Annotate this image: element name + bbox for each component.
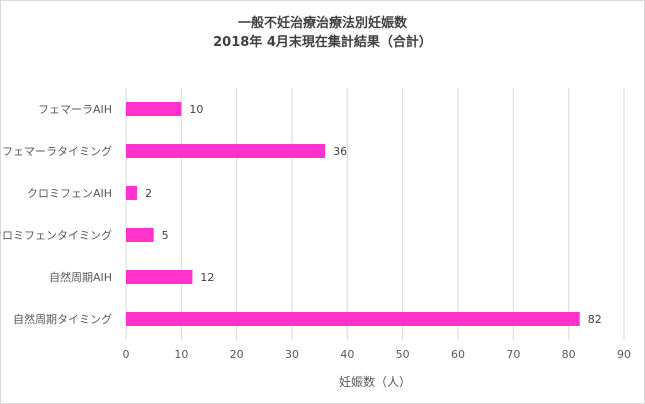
x-tick-label-30: 30 bbox=[285, 348, 299, 361]
bar-0 bbox=[126, 102, 182, 116]
bar-1 bbox=[126, 144, 326, 158]
x-tick-label-80: 80 bbox=[562, 348, 576, 361]
data-label-0: 10 bbox=[189, 103, 203, 116]
x-tick-label-70: 70 bbox=[506, 348, 520, 361]
category-label-2: クロミフェンAIH bbox=[27, 187, 112, 200]
chart-subtitle: 2018年 4月末現在集計結果（合計） bbox=[213, 35, 432, 50]
bar-2 bbox=[126, 186, 138, 200]
data-label-2: 2 bbox=[145, 187, 152, 200]
bars bbox=[126, 102, 580, 326]
bar-5 bbox=[126, 312, 580, 326]
category-label-0: フェマーラAIH bbox=[38, 103, 112, 116]
chart-title: 一般不妊治療治療法別妊娠数 bbox=[237, 16, 407, 31]
category-label-1: フェマーラタイミング bbox=[2, 144, 112, 158]
x-tick-label-0: 0 bbox=[123, 348, 130, 361]
data-label-3: 5 bbox=[162, 229, 169, 242]
data-label-4: 12 bbox=[200, 271, 214, 284]
gridlines bbox=[125, 88, 625, 340]
bar-3 bbox=[126, 228, 154, 242]
category-label-3: クロミフェンタイミング bbox=[0, 228, 112, 242]
category-label-4: 自然周期AIH bbox=[49, 270, 112, 284]
data-labels: 10 36 2 5 12 82 bbox=[145, 103, 602, 326]
category-label-5: 自然周期タイミング bbox=[13, 312, 112, 326]
x-axis-title: 妊娠数（人） bbox=[339, 374, 411, 389]
x-tick-label-60: 60 bbox=[451, 348, 465, 361]
x-tick-label-20: 20 bbox=[230, 348, 244, 361]
bar-4 bbox=[126, 270, 193, 284]
data-label-1: 36 bbox=[333, 145, 347, 158]
data-label-5: 82 bbox=[588, 313, 602, 326]
x-tick-label-10: 10 bbox=[174, 348, 188, 361]
x-tick-labels: 0 10 20 30 40 50 60 70 80 90 bbox=[123, 348, 632, 361]
x-tick-label-50: 50 bbox=[396, 348, 410, 361]
x-tick-label-90: 90 bbox=[617, 348, 631, 361]
x-tick-label-40: 40 bbox=[340, 348, 354, 361]
